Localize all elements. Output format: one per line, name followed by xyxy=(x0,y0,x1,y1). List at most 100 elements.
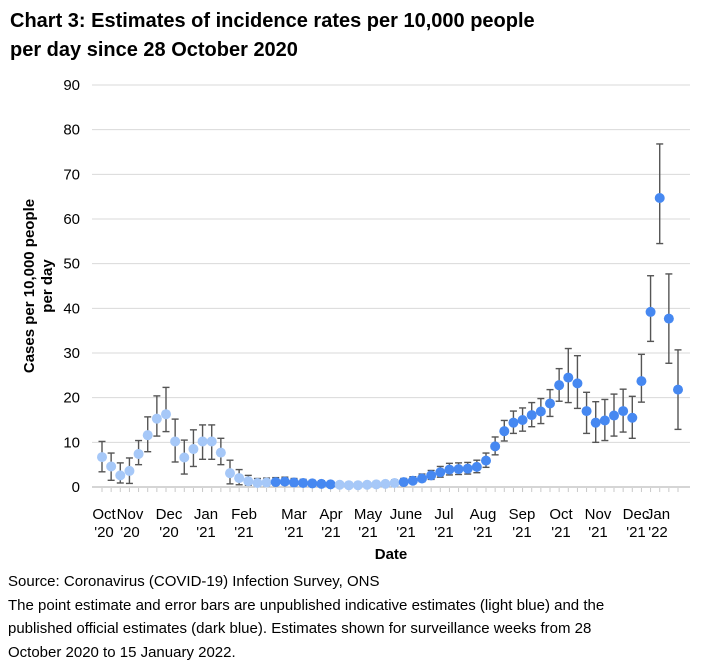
data-point xyxy=(261,477,272,488)
data-point xyxy=(307,478,318,489)
x-month-label: Jan xyxy=(646,506,670,523)
data-point xyxy=(97,452,107,463)
x-year-label: '21 xyxy=(234,524,254,541)
data-point xyxy=(490,441,501,452)
data-point xyxy=(563,372,574,383)
data-point xyxy=(115,470,126,481)
x-month-label: Apr xyxy=(319,506,342,523)
data-point xyxy=(215,447,226,458)
data-point xyxy=(526,410,537,421)
x-year-label: '21 xyxy=(284,524,304,541)
x-year-label: '21 xyxy=(588,524,608,541)
data-point xyxy=(124,465,135,476)
data-point xyxy=(225,468,235,479)
data-point xyxy=(170,436,181,447)
data-point xyxy=(654,193,665,204)
x-axis-title: Date xyxy=(375,546,408,563)
data-point xyxy=(398,477,409,488)
x-year-label: '22 xyxy=(648,524,668,541)
data-point xyxy=(609,410,619,421)
y-tick-label: 0 xyxy=(72,479,80,496)
source-text: Source: Coronavirus (COVID-19) Infection… xyxy=(8,573,380,590)
data-point xyxy=(636,376,647,387)
data-point xyxy=(380,478,391,489)
x-year-label: '21 xyxy=(626,524,646,541)
data-point xyxy=(243,476,254,487)
x-month-label: Sep xyxy=(509,506,536,523)
x-month-label: Mar xyxy=(281,506,307,523)
data-point xyxy=(298,477,309,488)
y-tick-label: 30 xyxy=(63,345,80,362)
x-month-label: Aug xyxy=(470,506,497,523)
x-month-label: Feb xyxy=(231,506,257,523)
y-tick-label: 90 xyxy=(63,77,80,94)
data-point xyxy=(151,413,162,424)
x-month-label: Oct xyxy=(549,506,573,523)
data-point xyxy=(508,417,519,428)
data-point xyxy=(343,480,354,491)
data-point xyxy=(371,479,382,490)
x-month-label: Jul xyxy=(434,506,453,523)
footnote-line2: published official estimates (dark blue)… xyxy=(8,620,592,637)
data-point xyxy=(627,412,638,423)
data-point xyxy=(471,461,482,472)
data-point xyxy=(462,463,473,474)
x-month-label: Dec xyxy=(156,506,183,523)
data-point xyxy=(197,436,208,447)
chart-footer: Source: Coronavirus (COVID-19) Infection… xyxy=(8,570,698,664)
data-point xyxy=(517,415,528,425)
y-tick-label: 10 xyxy=(63,434,80,451)
data-point xyxy=(161,409,171,420)
x-year-label: '21 xyxy=(196,524,216,541)
chart-title-line2: per day since 28 October 2020 xyxy=(10,39,298,61)
data-point xyxy=(270,477,281,488)
x-year-label: '21 xyxy=(434,524,454,541)
x-year-label: '21 xyxy=(551,524,571,541)
data-point xyxy=(618,406,629,417)
data-point xyxy=(444,464,455,475)
data-point xyxy=(188,444,199,455)
footnote-line3: October 2020 to 15 January 2022. xyxy=(8,643,236,661)
data-point xyxy=(106,461,117,472)
x-month-label: May xyxy=(354,506,383,523)
x-year-label: '21 xyxy=(321,524,341,541)
x-year-label: '20 xyxy=(120,524,140,541)
data-point xyxy=(206,436,217,447)
data-point xyxy=(645,306,656,317)
data-point xyxy=(142,430,153,441)
data-point xyxy=(572,378,583,389)
y-tick-label: 50 xyxy=(63,256,80,273)
data-point xyxy=(334,479,345,490)
data-point xyxy=(325,479,336,490)
data-point xyxy=(590,417,601,428)
data-point xyxy=(362,479,373,490)
incidence-scatter-chart: 0 10 20 30 40 50 60 70 80 90 Cases per 10,000 peop… xyxy=(21,77,690,563)
x-year-label: '21 xyxy=(396,524,416,541)
footnote-line1: The point estimate and error bars are un… xyxy=(8,596,605,614)
data-point xyxy=(316,478,327,489)
x-month-label: Nov xyxy=(117,506,144,523)
data-point xyxy=(673,384,683,395)
data-point xyxy=(426,470,437,481)
x-month-label: Nov xyxy=(585,506,612,523)
x-year-label: '21 xyxy=(473,524,493,541)
y-tick-label: 60 xyxy=(63,211,80,228)
data-point xyxy=(535,406,546,417)
data-point xyxy=(133,448,144,459)
y-tick-label: 40 xyxy=(63,300,80,317)
data-point xyxy=(407,475,418,486)
x-month-label: Dec xyxy=(623,506,650,523)
y-axis-title: per day xyxy=(39,259,56,313)
data-point xyxy=(481,455,491,466)
data-point xyxy=(599,415,610,426)
x-year-label: '21 xyxy=(358,524,378,541)
y-tick-label: 80 xyxy=(63,122,80,139)
data-point xyxy=(279,476,290,487)
chart-title-line1: Chart 3: Estimates of incidence rates pe… xyxy=(10,10,535,32)
data-point xyxy=(179,452,190,463)
data-point xyxy=(234,473,245,484)
data-point xyxy=(545,398,555,409)
data-point xyxy=(663,313,674,324)
y-tick-label: 20 xyxy=(63,390,80,407)
x-month-label: Oct xyxy=(92,506,116,523)
